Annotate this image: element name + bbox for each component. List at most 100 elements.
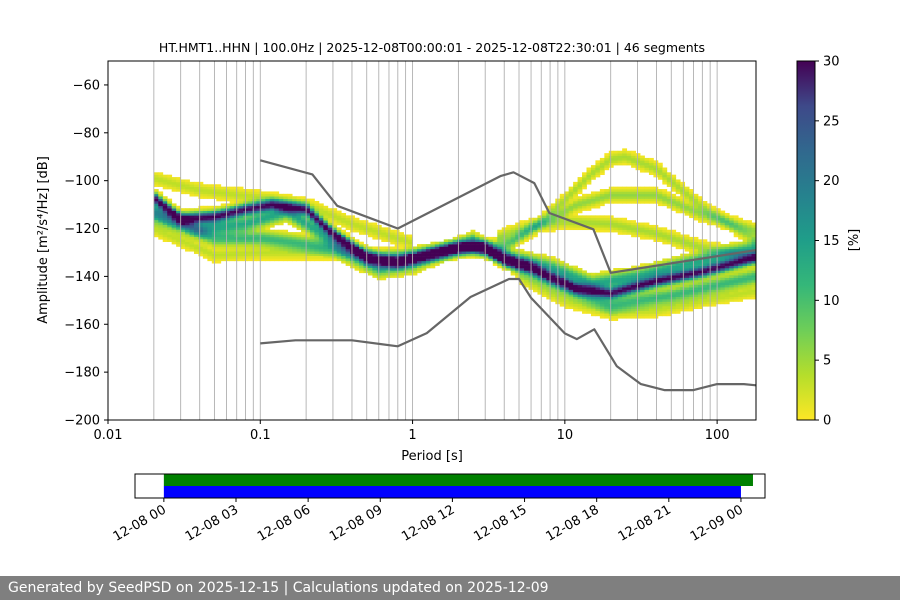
- psd-cell: [631, 224, 636, 228]
- psd-cell: [519, 270, 525, 274]
- psd-cell: [577, 291, 583, 295]
- psd-cell: [287, 208, 293, 211]
- psd-cell: [738, 263, 744, 266]
- psd-cell: [251, 196, 257, 199]
- psd-cell: [153, 205, 159, 209]
- psd-cell: [171, 212, 177, 216]
- psd-cell: [693, 299, 699, 302]
- psd-cell: [510, 224, 516, 228]
- psd-cell: [309, 253, 315, 257]
- psd-cell: [238, 234, 244, 238]
- psd-cell: [229, 251, 235, 254]
- psd-cell: [350, 244, 355, 247]
- psd-cell: [631, 160, 636, 164]
- psd-cell: [577, 303, 583, 307]
- psd-cell: [238, 232, 244, 235]
- psd-cell: [604, 299, 610, 302]
- psd-cell: [564, 205, 570, 209]
- psd-cell: [671, 229, 677, 233]
- psd-cell: [568, 291, 574, 295]
- psd-cell: [724, 270, 730, 274]
- psd-cell: [671, 174, 677, 178]
- psd-cell: [564, 193, 570, 197]
- psd-cell: [425, 258, 431, 262]
- psd-cell: [747, 260, 752, 264]
- psd-cell: [662, 270, 668, 274]
- psd-cell: [729, 217, 735, 221]
- psd-cell: [590, 177, 596, 180]
- psd-cell: [483, 248, 489, 252]
- psd-cell: [327, 246, 333, 250]
- psd-cell: [644, 291, 650, 295]
- psd-cell: [274, 208, 280, 211]
- psd-cell: [497, 234, 503, 238]
- psd-cell: [577, 272, 583, 276]
- psd-cell: [515, 263, 520, 266]
- psd-cell: [256, 201, 262, 204]
- psd-cell: [751, 287, 757, 290]
- psd-cell: [720, 296, 726, 300]
- psd-cell: [532, 260, 538, 264]
- psd-cell: [648, 303, 654, 307]
- psd-cell: [247, 244, 253, 247]
- psd-cell: [648, 315, 654, 319]
- psd-cell: [724, 227, 730, 231]
- psd-cell: [381, 272, 387, 276]
- psd-cell: [207, 229, 213, 233]
- psd-cell: [720, 220, 726, 223]
- psd-cell: [698, 303, 703, 307]
- psd-cell: [421, 268, 427, 271]
- psd-cell: [399, 253, 405, 257]
- psd-cell: [608, 289, 614, 293]
- psd-cell: [711, 260, 717, 264]
- psd-cell: [604, 308, 610, 312]
- psd-cell: [573, 279, 578, 283]
- psd-cell: [689, 201, 694, 204]
- psd-cell: [698, 282, 703, 286]
- psd-cell: [537, 253, 543, 257]
- psd-cell: [599, 169, 605, 173]
- psd-cell: [247, 224, 253, 228]
- psd-cell: [742, 229, 748, 233]
- psd-cell: [738, 260, 744, 264]
- psd-cell: [568, 268, 574, 271]
- psd-cell: [599, 303, 605, 307]
- psd-cell: [474, 244, 480, 247]
- psd-cell: [256, 239, 262, 242]
- psd-cell: [742, 260, 748, 264]
- psd-cell: [604, 160, 610, 164]
- psd-cell: [198, 212, 204, 216]
- psd-cell: [711, 291, 717, 295]
- psd-cell: [492, 258, 498, 262]
- psd-cell: [715, 287, 721, 290]
- psd-cell: [662, 308, 668, 312]
- psd-cell: [448, 248, 454, 252]
- psd-cell: [559, 193, 565, 197]
- psd-cell: [260, 253, 266, 257]
- psd-cell: [220, 222, 226, 226]
- psd-cell: [564, 284, 570, 288]
- psd-cell: [662, 179, 668, 183]
- psd-cell: [385, 232, 391, 235]
- psd-cell: [439, 248, 445, 252]
- psd-cell: [292, 208, 297, 211]
- psd-cell: [260, 241, 266, 245]
- psd-cell: [176, 205, 181, 209]
- psd-cell: [301, 227, 306, 231]
- psd-cell: [256, 208, 262, 211]
- psd-cell: [648, 193, 654, 197]
- psd-cell: [167, 181, 173, 185]
- psd-cell: [158, 220, 164, 223]
- psd-cell: [341, 220, 347, 223]
- psd-cell: [657, 234, 663, 238]
- psd-cell: [314, 248, 320, 252]
- psd-cell: [345, 220, 351, 223]
- psd-cell: [256, 205, 262, 209]
- psd-cell: [662, 193, 668, 197]
- psd-cell: [323, 244, 329, 247]
- psd-cell: [698, 275, 703, 278]
- psd-cell: [653, 263, 659, 266]
- psd-cell: [390, 260, 396, 264]
- psd-cell: [622, 299, 628, 302]
- psd-cell: [153, 179, 159, 183]
